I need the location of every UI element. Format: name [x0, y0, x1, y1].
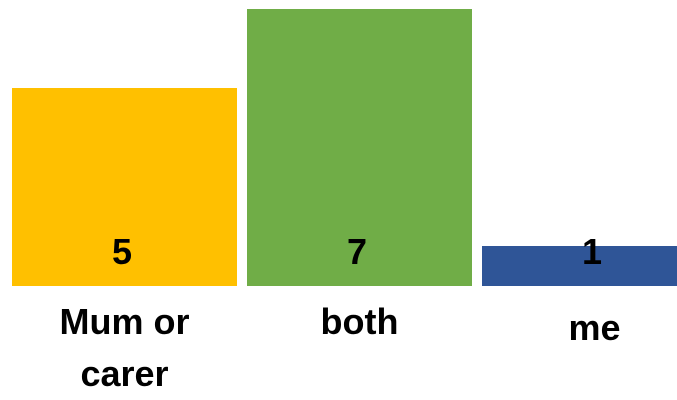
data-label: 5	[111, 231, 133, 272]
category-label: me	[568, 307, 621, 348]
bar	[12, 88, 237, 286]
category-label: both	[320, 301, 399, 342]
data-label: 7	[346, 231, 368, 272]
category-label: Mum or carer	[59, 301, 190, 394]
bar	[247, 9, 472, 286]
bar	[482, 246, 677, 286]
data-label: 1	[581, 231, 603, 272]
